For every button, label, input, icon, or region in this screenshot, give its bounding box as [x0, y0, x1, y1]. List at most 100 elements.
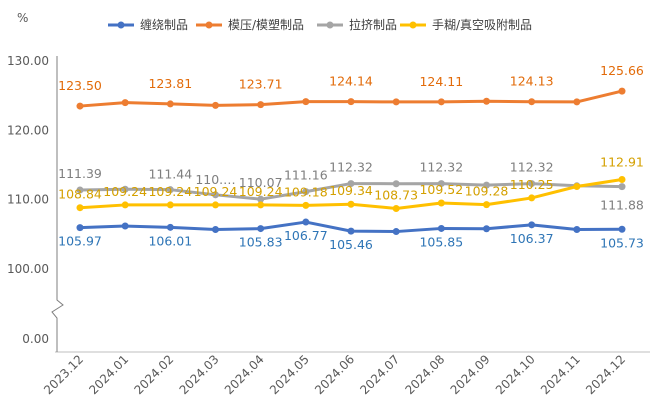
y-unit-label: %	[17, 11, 28, 25]
data-label: 109.34	[329, 183, 373, 198]
data-label: 125.66	[600, 63, 644, 78]
data-label: 109.24	[148, 184, 192, 199]
data-point	[302, 188, 310, 196]
data-label: 105.83	[239, 235, 283, 250]
data-label: 105.73	[600, 235, 644, 250]
data-label: 123.50	[58, 78, 102, 93]
data-point	[212, 191, 219, 199]
data-label: 111.88	[600, 198, 644, 213]
data-point	[392, 204, 400, 212]
data-point	[76, 224, 84, 232]
y-axis-break	[51, 56, 64, 352]
data-point	[302, 218, 310, 226]
data-point	[528, 98, 536, 106]
data-label: 112.91	[600, 154, 644, 169]
data-point	[257, 101, 265, 109]
data-label: 124.11	[419, 74, 463, 89]
data-point	[528, 180, 536, 188]
y-tick-label: 130.00	[7, 54, 49, 68]
legend-marker	[326, 21, 334, 29]
data-label: 109.24	[194, 184, 238, 199]
y-tick-label: 0.00	[22, 332, 49, 346]
data-point	[212, 201, 219, 209]
data-point	[573, 182, 581, 190]
data-point	[166, 201, 174, 209]
x-tick-label: 2024.11	[538, 352, 583, 397]
x-tick-label: 2024.04	[222, 352, 267, 397]
data-point	[257, 225, 265, 233]
data-label: 109.24	[103, 184, 147, 199]
data-label: 124.13	[510, 74, 554, 89]
data-label: 108.84	[58, 187, 102, 202]
data-label: 112.32	[419, 160, 463, 175]
data-label: 105.46	[329, 237, 373, 252]
data-point	[618, 175, 626, 183]
data-label: 110.07	[239, 175, 283, 190]
data-point	[392, 180, 400, 188]
data-point	[483, 181, 490, 189]
series-group	[76, 87, 626, 236]
data-point	[257, 195, 265, 203]
legend-marker	[117, 21, 125, 29]
data-point	[618, 225, 626, 233]
legend: 缠绕制品 模压/模塑制品 拉挤制品 手糊/真空吸附制品	[108, 17, 532, 32]
data-point	[302, 98, 310, 106]
data-point	[528, 221, 536, 229]
y-tick-label: 100.00	[7, 262, 49, 276]
legend-marker	[409, 21, 417, 29]
data-point	[76, 186, 84, 194]
data-label: 111.39	[58, 166, 102, 181]
data-label: 105.85	[419, 234, 463, 249]
data-point	[212, 101, 219, 109]
data-point	[483, 225, 490, 233]
x-tick-label: 2024.05	[267, 352, 312, 397]
x-tick-label: 2024.08	[402, 352, 447, 397]
data-point	[166, 223, 174, 231]
data-point	[483, 201, 490, 209]
data-point	[573, 225, 581, 233]
x-tick-label: 2024.09	[448, 352, 493, 397]
data-point	[347, 200, 355, 208]
data-point	[212, 225, 219, 233]
data-label: 105.97	[58, 234, 102, 249]
data-point	[347, 98, 355, 106]
data-point	[347, 227, 355, 235]
x-tick-label: 2024.12	[583, 352, 628, 397]
data-point	[166, 186, 174, 194]
data-point	[121, 99, 129, 107]
data-point	[573, 98, 581, 106]
legend-label: 拉挤制品	[349, 17, 397, 32]
data-point	[437, 98, 445, 106]
data-label: 111.44	[148, 167, 192, 182]
data-point	[76, 102, 84, 110]
legend-label: 手糊/真空吸附制品	[432, 17, 532, 32]
data-point	[76, 204, 84, 212]
x-tick-label: 2024.01	[86, 352, 131, 397]
legend-label: 模压/模塑制品	[228, 17, 304, 32]
data-label: 109.24	[239, 184, 283, 199]
data-point	[618, 183, 626, 191]
y-tick-label: 120.00	[7, 123, 49, 137]
data-point	[347, 180, 355, 188]
data-label: 112.32	[329, 160, 373, 175]
data-point	[121, 201, 129, 209]
data-point	[437, 199, 445, 207]
x-tick-label: 2023.12	[41, 352, 86, 397]
data-label: 109.52	[419, 182, 463, 197]
data-point	[483, 97, 490, 105]
data-label: 110.25	[510, 177, 554, 192]
data-point	[121, 185, 129, 193]
legend-marker	[205, 21, 213, 29]
legend-label: 缠绕制品	[140, 17, 188, 32]
data-label: 109.18	[284, 184, 328, 199]
data-point	[257, 201, 265, 209]
data-label: 123.81	[148, 76, 192, 91]
data-label: 124.14	[329, 74, 373, 89]
data-label: 106.37	[510, 231, 554, 246]
y-tick-label: 110.00	[7, 193, 49, 207]
data-label: 112.32	[510, 160, 554, 175]
data-label: 123.71	[239, 77, 283, 92]
data-point	[392, 228, 400, 236]
data-label: 111.16	[284, 168, 328, 183]
